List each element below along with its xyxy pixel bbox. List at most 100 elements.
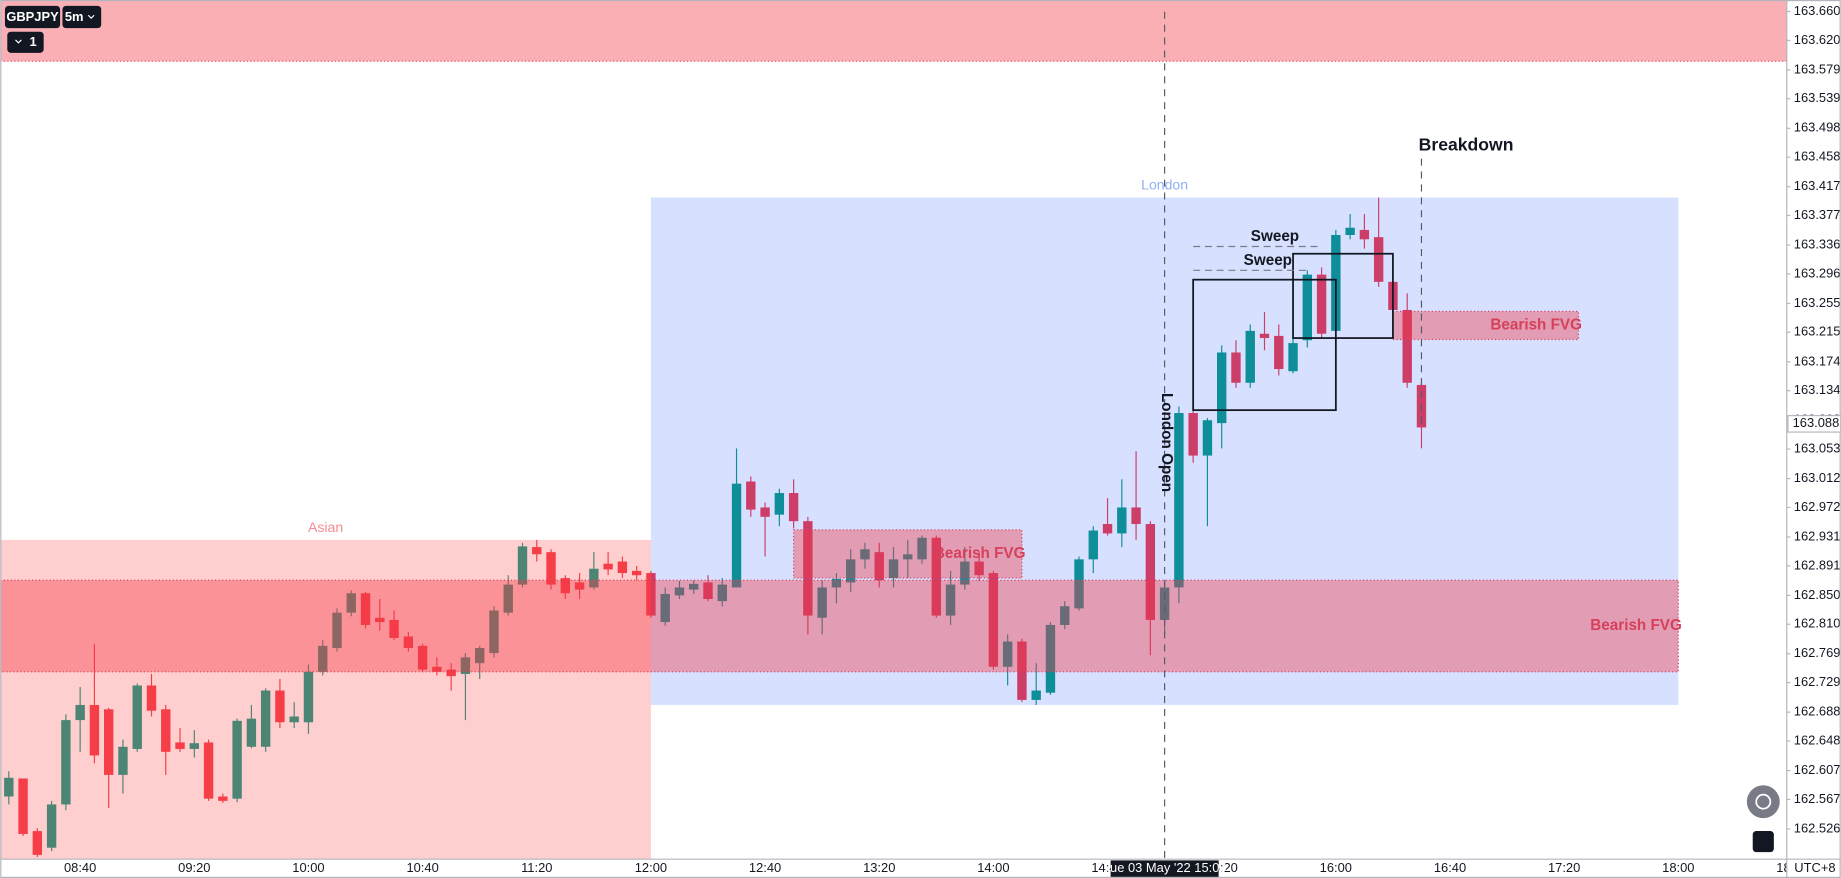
chevron-icon	[87, 14, 95, 20]
x-tick-label: 08:40	[64, 860, 96, 875]
y-tick-label: 162.648	[1794, 732, 1841, 747]
candle-body	[46, 804, 57, 848]
fvg-zone	[793, 529, 1023, 579]
y-tick-label: 163.215	[1794, 324, 1841, 339]
candle-body	[803, 521, 813, 616]
candle-body	[1102, 524, 1113, 534]
candle-body	[75, 704, 85, 721]
fvg-zone	[1392, 310, 1580, 341]
candle-body	[1031, 690, 1041, 700]
candle-body	[503, 584, 513, 613]
candle-body	[1302, 274, 1313, 341]
replay-icon	[1755, 793, 1772, 810]
candle-body	[660, 593, 670, 623]
candle-body	[446, 669, 456, 677]
candle-body	[646, 573, 656, 616]
candle-body	[203, 742, 214, 799]
candle-body	[546, 552, 556, 585]
y-tick-label: 163.620	[1794, 32, 1841, 47]
y-tick-label: 162.931	[1794, 528, 1841, 543]
candle-body	[189, 743, 200, 749]
y-tick-label: 162.810	[1794, 616, 1841, 631]
candle-body	[1017, 641, 1027, 700]
breakdown-label: Breakdown	[1419, 134, 1514, 154]
candle-body	[860, 549, 870, 560]
candle-body	[1060, 606, 1070, 625]
x-tick-label: 11:20	[521, 860, 552, 875]
x-tick-label: 16:40	[1434, 860, 1466, 875]
y-tick-label: 162.729	[1794, 674, 1841, 689]
y-tick-label: 163.336	[1794, 236, 1841, 251]
candle-body	[1274, 335, 1284, 370]
candle-body	[589, 568, 599, 588]
x-tick-label: 17:20	[1548, 860, 1580, 875]
candle-body	[175, 742, 185, 749]
auto-scale-button[interactable]	[1752, 831, 1774, 853]
symbol-button[interactable]	[4, 5, 61, 29]
y-tick-label: 163.053	[1794, 440, 1841, 455]
y-tick-label: 163.174	[1794, 353, 1841, 368]
y-tick-label: 162.526	[1794, 820, 1841, 835]
replay-button[interactable]	[1746, 785, 1780, 819]
candle-body	[574, 582, 585, 590]
candle-body	[303, 671, 314, 723]
candle-body	[974, 561, 984, 576]
x-tick-label: 09:20	[178, 860, 210, 875]
x-tick-label: 10:00	[292, 860, 324, 875]
y-tick-label: 163.417	[1794, 178, 1841, 193]
candle-body	[703, 582, 713, 600]
candle-body	[275, 690, 285, 723]
interval-button[interactable]	[62, 5, 102, 29]
candle-body	[289, 716, 299, 723]
candle-body	[460, 657, 471, 674]
supply-zone	[0, 0, 1787, 62]
y-tick-label: 162.891	[1794, 557, 1841, 572]
candle-body	[945, 584, 956, 616]
candle-body	[118, 746, 128, 775]
y-tick-label: 163.296	[1794, 265, 1841, 280]
chevron-icon	[15, 39, 22, 44]
y-tick-label: 162.688	[1794, 704, 1841, 719]
y-tick-label: 163.458	[1794, 149, 1841, 164]
y-tick-label: 163.539	[1794, 90, 1841, 105]
y-tick-label: 163.377	[1794, 207, 1841, 222]
candle-body	[1174, 413, 1184, 588]
fvg-label: Bearish FVG	[1490, 316, 1582, 333]
fvg-label: Bearish FVG	[934, 545, 1026, 562]
candle-body	[903, 554, 913, 560]
candle-body	[774, 493, 785, 515]
x-tick-label: 13:20	[863, 860, 895, 875]
indicators-button[interactable]	[7, 31, 44, 53]
candle-body	[617, 561, 628, 574]
candle-body	[1345, 227, 1355, 235]
x-tick-label: 12:40	[749, 860, 781, 875]
candle-body	[931, 537, 942, 616]
y-tick-label: 163.660	[1794, 3, 1841, 18]
candle-body	[1045, 624, 1056, 693]
candle-body	[1088, 530, 1098, 560]
y-tick-label: 163.134	[1794, 382, 1841, 397]
candle-body	[232, 720, 242, 799]
y-tick-label: 162.769	[1794, 645, 1841, 660]
candle-body	[845, 559, 856, 583]
sweep-label: Sweep	[1251, 228, 1299, 245]
candle-body	[731, 483, 742, 588]
candle-body	[746, 481, 756, 510]
y-tick-label: 162.850	[1794, 587, 1841, 602]
candle-body	[631, 570, 642, 576]
candle-body	[1259, 333, 1270, 339]
candle-body	[689, 583, 699, 590]
candle-body	[132, 685, 142, 749]
candle-body	[988, 573, 999, 667]
candle-body	[389, 619, 399, 638]
candle-body	[1373, 237, 1384, 282]
candle-body	[717, 584, 727, 602]
candle-body	[161, 709, 171, 752]
range-box	[1192, 278, 1337, 412]
candle-body	[89, 704, 100, 756]
candle-body	[246, 718, 257, 747]
